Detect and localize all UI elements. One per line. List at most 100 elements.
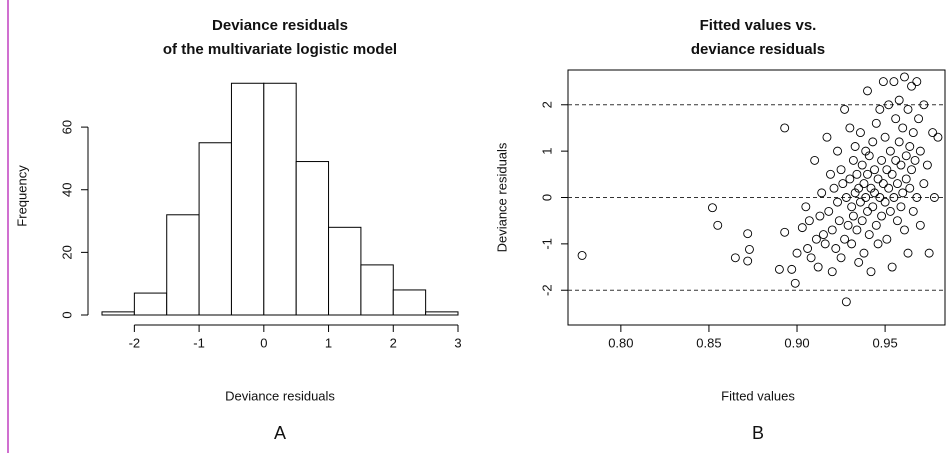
chart-title: deviance residuals [691, 41, 825, 58]
data-point [840, 104, 850, 114]
data-point [818, 230, 828, 240]
data-point [848, 211, 858, 221]
data-point [929, 193, 939, 202]
data-point [859, 179, 869, 189]
histogram-bar [425, 311, 459, 316]
y-tick-label: 20 [59, 245, 74, 259]
data-point [774, 264, 784, 274]
data-point [854, 257, 864, 267]
panel-label: A [274, 423, 286, 443]
data-point [829, 183, 839, 193]
data-point [857, 216, 867, 226]
data-point [875, 104, 885, 114]
data-point [852, 225, 862, 235]
y-tick-label: 0 [539, 194, 554, 201]
data-point [743, 229, 753, 239]
data-point [836, 253, 846, 263]
data-point [870, 188, 879, 198]
data-point [870, 165, 879, 175]
data-point [841, 193, 851, 202]
data-point [833, 146, 842, 156]
data-point [743, 256, 753, 266]
data-point [880, 197, 890, 207]
data-point [894, 95, 904, 105]
x-tick-label: 0.90 [784, 335, 809, 350]
panel-label: B [752, 423, 764, 443]
y-axis-label: Deviance residuals [494, 142, 509, 252]
data-point [905, 142, 915, 151]
data-point [892, 216, 902, 226]
x-tick-label: 3 [454, 335, 461, 350]
data-point [901, 151, 911, 161]
data-point [780, 227, 790, 237]
histogram-bar [101, 311, 135, 316]
data-point [855, 197, 865, 207]
data-point [847, 202, 857, 212]
data-point [882, 165, 892, 175]
x-tick-label: 0.85 [696, 335, 721, 350]
chart-title: of the multivariate logistic model [163, 41, 397, 58]
data-point [873, 239, 883, 249]
data-point [908, 206, 918, 216]
data-point [864, 230, 874, 240]
y-tick-label: 0 [59, 311, 74, 318]
data-point [880, 132, 890, 142]
data-point [854, 183, 864, 193]
data-point [875, 193, 885, 202]
data-point [811, 234, 821, 244]
data-point [933, 132, 943, 142]
data-point [908, 128, 918, 138]
data-point [900, 225, 909, 235]
data-point [887, 169, 897, 179]
data-point [889, 77, 899, 87]
data-point [896, 202, 906, 212]
data-point [871, 118, 881, 128]
chart-title: Fitted values vs. [700, 17, 817, 34]
data-point [827, 225, 837, 235]
data-point [885, 206, 895, 216]
data-point [885, 146, 895, 156]
x-tick-label: 1 [325, 335, 332, 350]
data-point [857, 160, 867, 170]
histogram-bar [198, 142, 232, 316]
data-point [801, 202, 811, 212]
data-point [919, 179, 929, 189]
data-point [898, 188, 908, 198]
data-point [878, 179, 888, 189]
data-point [820, 239, 830, 249]
data-point [878, 77, 888, 87]
data-point [841, 297, 851, 307]
data-point [903, 104, 913, 114]
data-point [928, 128, 938, 138]
data-point [882, 234, 892, 244]
data-point [912, 193, 922, 202]
x-tick-label: -2 [129, 335, 141, 350]
data-point [894, 137, 904, 147]
data-point [817, 188, 827, 198]
data-point [891, 155, 901, 165]
data-point [866, 267, 876, 277]
data-point [924, 248, 934, 258]
data-point [713, 220, 723, 230]
data-point [577, 251, 587, 260]
data-point [877, 211, 887, 221]
data-point [813, 262, 823, 272]
x-axis-label: Deviance residuals [225, 388, 335, 403]
x-tick-label: 2 [390, 335, 397, 350]
data-point [806, 253, 816, 263]
data-point [824, 206, 834, 216]
histogram-bar [295, 161, 330, 316]
data-point [827, 267, 837, 277]
data-point [907, 165, 916, 175]
data-point [792, 248, 802, 258]
x-tick-label: -1 [193, 335, 205, 350]
data-point [831, 244, 841, 253]
chart-title: Deviance residuals [212, 17, 348, 34]
data-point [922, 160, 932, 170]
histogram-bar [166, 214, 200, 316]
data-point [838, 179, 848, 189]
data-point [833, 197, 842, 207]
data-point [905, 183, 915, 193]
x-tick-label: 0 [260, 335, 267, 350]
